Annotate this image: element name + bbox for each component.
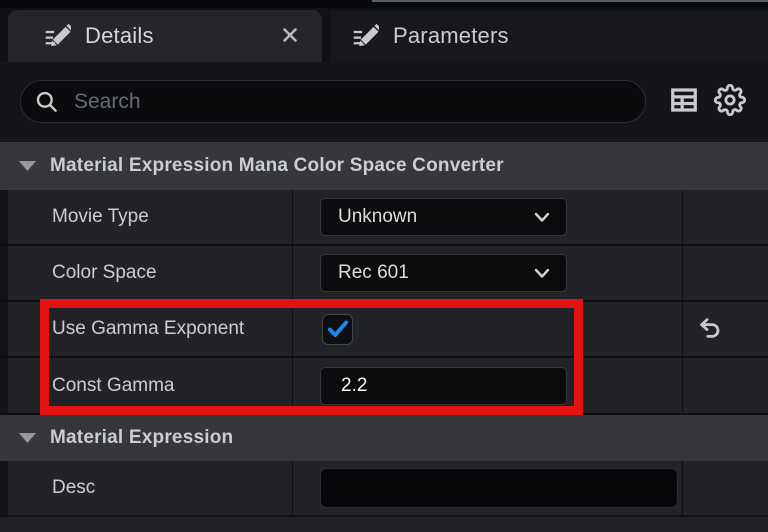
row-extra xyxy=(683,190,768,244)
search-box[interactable] xyxy=(20,80,646,123)
row-const-gamma: Const Gamma xyxy=(0,358,768,415)
const-gamma-label: Const Gamma xyxy=(52,374,175,396)
triangle-down-icon xyxy=(19,161,36,171)
window-edge-highlight xyxy=(372,0,768,2)
row-color-space: Color Space Rec 601 xyxy=(0,246,768,302)
row-desc: Desc xyxy=(0,461,768,517)
display-filter-button[interactable] xyxy=(664,79,704,121)
parameters-tab-icon xyxy=(352,23,379,50)
row-extra xyxy=(683,358,768,413)
color-space-dropdown[interactable]: Rec 601 xyxy=(320,254,567,292)
window-top-strip xyxy=(0,0,768,8)
movie-type-value: Unknown xyxy=(338,206,418,227)
use-gamma-exponent-checkbox[interactable] xyxy=(322,313,353,345)
close-icon[interactable] xyxy=(280,25,300,45)
row-gutter xyxy=(0,302,8,356)
color-space-label: Color Space xyxy=(52,262,157,283)
tab-bar: Details xyxy=(0,8,768,62)
category-header-material-expression[interactable]: Material Expression xyxy=(0,415,768,462)
color-space-value: Rec 601 xyxy=(338,262,409,283)
movie-type-label: Movie Type xyxy=(52,206,149,227)
row-gutter xyxy=(0,358,8,413)
reset-to-default-button[interactable] xyxy=(693,313,725,345)
category-header-mana-color-space-converter[interactable]: Material Expression Mana Color Space Con… xyxy=(0,142,768,191)
search-toolbar xyxy=(0,62,768,142)
row-gutter xyxy=(0,246,8,300)
search-input[interactable] xyxy=(72,88,596,115)
undo-arrow-icon xyxy=(700,318,720,338)
tab-parameters[interactable]: Parameters xyxy=(330,10,768,62)
category-title: Material Expression xyxy=(50,427,234,448)
details-tab-icon xyxy=(44,23,71,50)
const-gamma-input[interactable] xyxy=(320,366,567,405)
checkmark-icon xyxy=(327,320,348,337)
gear-icon[interactable] xyxy=(710,79,750,121)
chevron-down-icon xyxy=(532,207,552,227)
row-movie-type: Movie Type Unknown xyxy=(0,190,768,246)
use-gamma-exponent-label: Use Gamma Exponent xyxy=(52,318,245,339)
desc-label: Desc xyxy=(52,477,96,498)
search-icon xyxy=(34,89,60,115)
desc-input[interactable] xyxy=(320,468,678,508)
row-extra xyxy=(683,246,768,300)
chevron-down-icon xyxy=(532,263,552,283)
movie-type-dropdown[interactable]: Unknown xyxy=(320,198,567,236)
triangle-down-icon xyxy=(19,433,36,443)
row-gutter xyxy=(0,461,8,515)
tab-details[interactable]: Details xyxy=(8,10,322,62)
panel-bottom-strip xyxy=(0,517,768,532)
row-use-gamma-exponent: Use Gamma Exponent xyxy=(0,302,768,358)
details-tab-label: Details xyxy=(85,23,154,48)
parameters-tab-label: Parameters xyxy=(393,23,509,48)
category-title: Material Expression Mana Color Space Con… xyxy=(50,155,504,176)
row-gutter xyxy=(0,190,8,244)
row-extra xyxy=(683,461,768,515)
